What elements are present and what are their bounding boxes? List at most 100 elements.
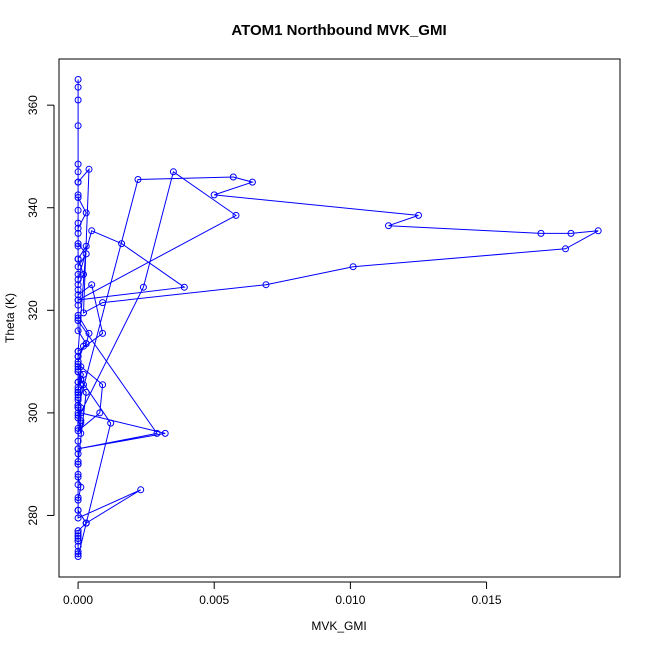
data-point <box>82 242 90 250</box>
data-point <box>74 396 82 404</box>
x-tick-label: 0.005 <box>199 593 229 607</box>
data-point <box>74 458 82 466</box>
plot-frame <box>58 58 621 578</box>
data-point <box>74 383 82 391</box>
data-point <box>139 283 147 291</box>
data-point <box>594 227 602 235</box>
y-tick-label: 280 <box>26 505 40 525</box>
chart-title: ATOM1 Northbound MVK_GMI <box>231 22 446 39</box>
data-point <box>74 529 82 537</box>
data-point <box>74 553 82 560</box>
data-point <box>74 270 82 278</box>
data-point <box>74 240 82 248</box>
data-point <box>85 329 93 337</box>
x-axis: 0.000 0.005 0.010 0.015 <box>63 581 502 607</box>
data-point <box>74 255 82 263</box>
data-point <box>74 122 82 130</box>
data-point <box>74 550 82 558</box>
data-point <box>74 83 82 91</box>
data-point <box>567 229 575 237</box>
data-point <box>74 168 82 176</box>
data-point <box>88 227 96 235</box>
data-point <box>82 388 90 396</box>
data-point <box>74 347 82 355</box>
data-point <box>537 229 545 237</box>
data-point <box>74 314 82 322</box>
data-point <box>74 360 82 368</box>
data-point <box>161 429 169 437</box>
data-point <box>80 270 87 278</box>
data-point <box>153 429 161 437</box>
data-point <box>99 381 107 389</box>
data-point <box>74 286 82 294</box>
data-point <box>74 276 82 283</box>
data-point <box>74 96 82 104</box>
data-point <box>262 281 270 289</box>
data-point <box>88 281 96 289</box>
data-point <box>74 450 82 458</box>
data-point <box>385 222 392 230</box>
y-axis: 280 300 320 340 360 <box>26 95 55 525</box>
data-point <box>74 535 82 542</box>
data-point <box>74 327 82 335</box>
data-point <box>74 473 82 481</box>
data-point <box>180 283 188 291</box>
data-point <box>107 419 115 427</box>
data-point <box>74 394 82 401</box>
data-point <box>74 281 82 289</box>
data-point <box>74 358 82 366</box>
data-point <box>82 250 90 258</box>
data-point <box>96 409 104 417</box>
data-point <box>74 160 82 168</box>
data-point <box>74 317 82 325</box>
data-point <box>74 514 82 522</box>
data-point <box>118 240 126 248</box>
x-tick-label: 0.015 <box>472 593 502 607</box>
data-point <box>74 301 82 309</box>
x-axis-label: MVK_GMI <box>311 619 366 633</box>
data-point <box>74 242 82 250</box>
data-point <box>99 299 107 307</box>
data-point <box>74 391 82 399</box>
data-point <box>74 363 82 371</box>
data-point <box>74 537 82 545</box>
data-point <box>74 219 82 227</box>
data-point <box>82 519 90 527</box>
data-point <box>77 419 85 427</box>
y-tick-label: 300 <box>26 403 40 423</box>
data-point <box>74 496 82 504</box>
data-point <box>137 486 145 494</box>
data-point <box>77 483 85 491</box>
data-point <box>74 194 82 201</box>
data-point <box>349 263 357 271</box>
data-point <box>74 445 82 453</box>
data-point <box>74 378 82 386</box>
series-line <box>77 79 599 557</box>
data-point <box>74 547 82 555</box>
data-point <box>74 470 82 478</box>
data-point <box>415 211 422 219</box>
data-point <box>74 460 82 468</box>
series-layer <box>74 76 602 560</box>
data-point <box>74 191 82 199</box>
data-point <box>80 342 87 350</box>
x-tick-label: 0.000 <box>63 593 93 607</box>
data-point <box>74 296 82 304</box>
data-point <box>74 386 82 394</box>
data-point <box>74 494 82 501</box>
data-point <box>229 173 237 181</box>
data-point <box>562 245 569 253</box>
x-tick-label: 0.010 <box>335 593 365 607</box>
data-point <box>82 209 90 217</box>
data-point <box>74 76 82 83</box>
data-point <box>169 168 177 176</box>
data-point <box>77 409 85 417</box>
data-point <box>74 353 82 360</box>
data-point <box>99 329 107 337</box>
data-point <box>74 388 82 396</box>
data-point <box>74 291 82 299</box>
y-tick-label: 340 <box>26 197 40 217</box>
data-point <box>210 191 218 199</box>
data-point <box>74 506 82 514</box>
